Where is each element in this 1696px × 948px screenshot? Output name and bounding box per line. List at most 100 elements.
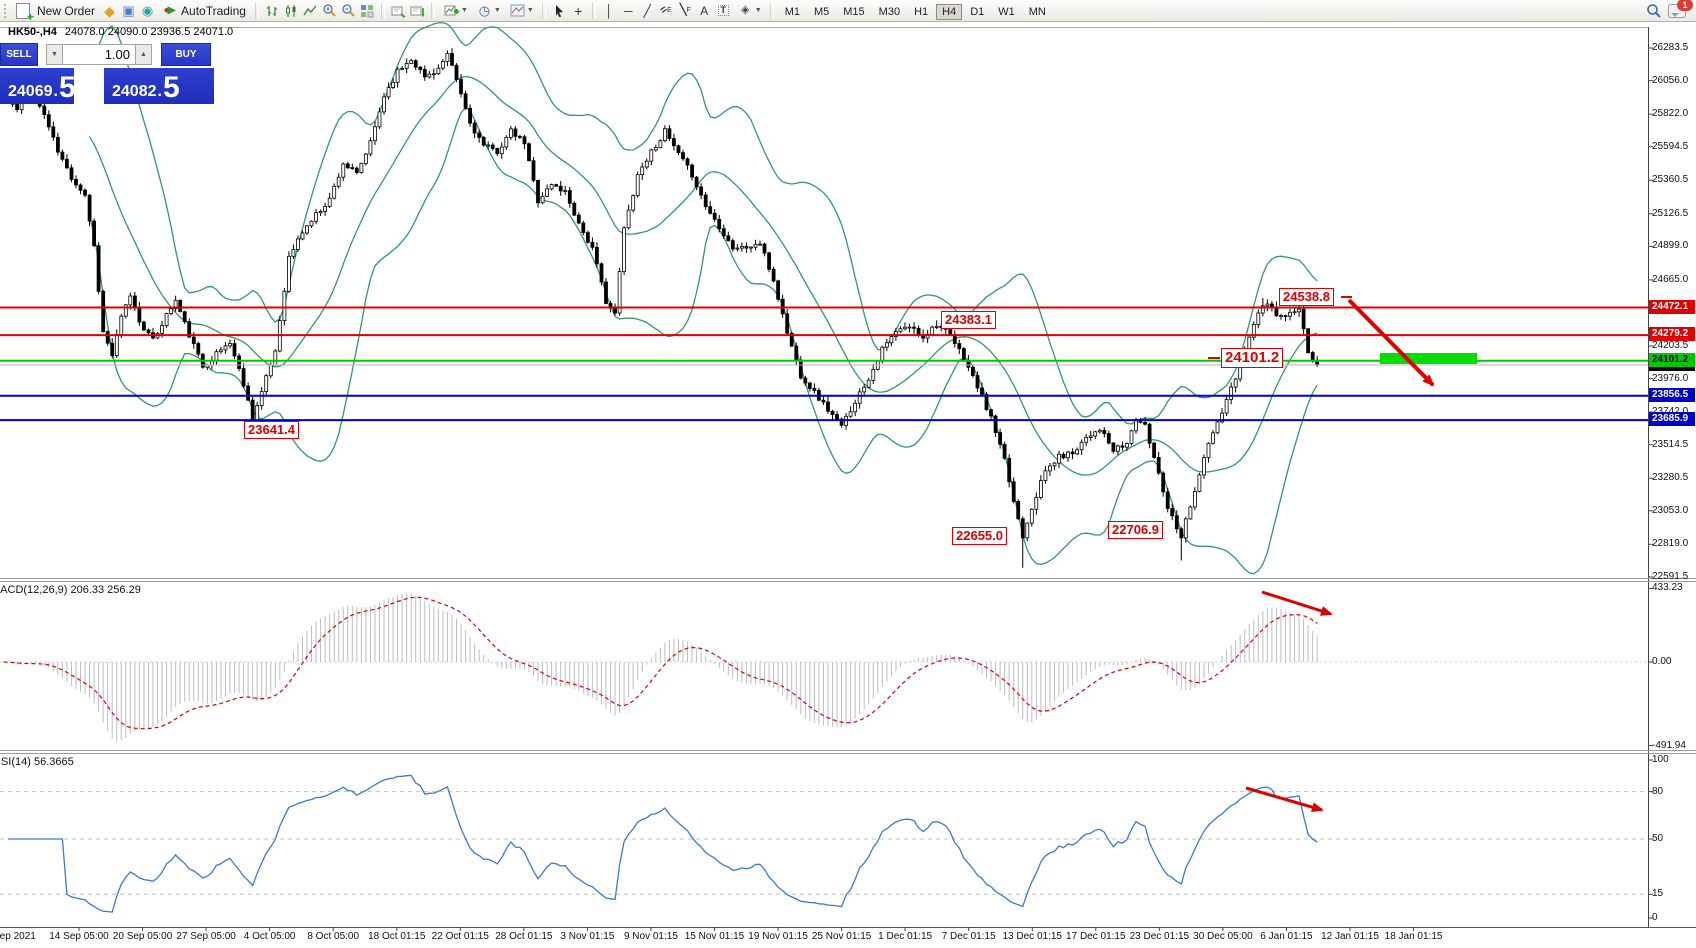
buy-price-dot: .: [157, 83, 162, 100]
notification-badge: 1: [1677, 0, 1693, 11]
line-chart-icon[interactable]: [302, 2, 319, 20]
price-annotation-22655.0[interactable]: 22655.0: [952, 527, 1007, 545]
timeframe-button-h1[interactable]: H1: [908, 4, 934, 20]
highlight-bar[interactable]: [1380, 353, 1477, 364]
price-axis-label: 25360.5: [1652, 174, 1689, 186]
indicators-button[interactable]: ▼: [439, 1, 472, 21]
chart-ohlc-values: 24078.0 24090.0 23936.5 24071.0: [64, 26, 234, 38]
horizontal-line-icon[interactable]: ─: [624, 3, 633, 18]
macd-histogram: [7, 593, 1318, 742]
new-order-button[interactable]: + New Order: [13, 1, 100, 23]
bollinger-upper-band: [89, 21, 1318, 425]
fibonacci-icon[interactable]: ╲ F: [679, 4, 691, 16]
periods-button[interactable]: ◷ ▼: [472, 1, 505, 21]
time-axis-label: 19 Nov 01:15: [748, 931, 808, 942]
price-axis-box-23685.9: 23685.9: [1649, 412, 1695, 427]
timeframe-button-m30[interactable]: M30: [873, 4, 906, 20]
sell-button[interactable]: SELL: [0, 43, 38, 66]
time-axis-label: 12 Jan 01:15: [1321, 931, 1379, 942]
text-label-icon[interactable]: T: [715, 2, 732, 20]
dropdown-caret: ▼: [526, 7, 534, 14]
price-axis-label: 25594.5: [1652, 140, 1689, 152]
price-axis-label: 23514.5: [1652, 438, 1689, 450]
channel-icon[interactable]: = E: [657, 3, 672, 17]
price-axis-label: 23280.5: [1652, 472, 1689, 484]
text-icon[interactable]: A: [700, 3, 709, 18]
trendline-icon[interactable]: ╱: [643, 3, 651, 18]
signals-icon[interactable]: ◉: [141, 3, 154, 18]
price-axis-label: 23742.0: [1652, 406, 1696, 417]
macd-axis-label: 0.00: [1652, 656, 1672, 667]
sell-price-dot: .: [53, 83, 58, 100]
buy-button[interactable]: BUY: [161, 43, 211, 66]
toolbar-grip: [4, 3, 9, 18]
price-annotation-24383.1[interactable]: 24383.1: [941, 311, 996, 329]
shapes-icon: ◈: [741, 4, 750, 16]
autotrading-button[interactable]: ● ▶ AutoTrading: [157, 1, 251, 21]
trend-arrow[interactable]: [1261, 590, 1333, 616]
time-axis-label: 1 Dec 01:15: [878, 931, 933, 942]
price-axis-box-24472.1: 24472.1: [1649, 299, 1695, 314]
autotrading-icon: ● ▶: [163, 4, 176, 16]
zoom-in-icon[interactable]: [321, 2, 338, 20]
timeframe-button-h4[interactable]: H4: [936, 3, 963, 20]
vertical-line-icon[interactable]: │: [605, 3, 614, 18]
crosshair-icon[interactable]: +: [574, 2, 583, 19]
price-axis-box-24101.2: 24101.2: [1649, 352, 1695, 367]
timeframe-button-m1[interactable]: M1: [779, 4, 806, 20]
timeframe-button-w1[interactable]: W1: [992, 4, 1021, 20]
volume-decrease-button[interactable]: ▼: [46, 44, 63, 65]
time-axis-label: 7 Dec 01:15: [941, 931, 996, 942]
time-axis-label: 30 Dec 05:00: [1193, 931, 1253, 942]
price-axis-label: 24665.0: [1652, 273, 1689, 285]
toolbar-separator: [591, 2, 596, 19]
periods-clock-icon: ◷: [478, 3, 491, 18]
candlestick-chart-icon[interactable]: [283, 2, 300, 20]
time-axis-label: 15 Nov 01:15: [684, 931, 745, 942]
horizontal-level-lines[interactable]: [0, 306, 1648, 422]
price-annotation-23641.4[interactable]: 23641.4: [244, 421, 299, 439]
cursor-icon[interactable]: [551, 2, 568, 20]
templates-button[interactable]: ▼: [505, 1, 538, 21]
tile-windows-icon[interactable]: [359, 2, 376, 20]
bar-chart-icon[interactable]: [264, 2, 281, 20]
timeframe-button-m5[interactable]: M5: [808, 4, 835, 20]
new-order-icon: +: [16, 2, 34, 23]
notifications-icon[interactable]: 1: [1668, 0, 1693, 18]
price-axis-label: 23053.0: [1652, 504, 1689, 516]
sell-price[interactable]: 24069. 5: [0, 68, 76, 104]
buy-price-big-digit: 5: [162, 71, 180, 104]
time-axis-label: 18 Oct 01:15: [368, 931, 426, 942]
dropdown-caret: ▼: [754, 7, 762, 14]
price-axis-label: 25126.5: [1652, 207, 1689, 219]
macd-axis-label: -491.94: [1652, 739, 1686, 751]
zoom-out-icon[interactable]: [340, 2, 357, 20]
terminal-icon[interactable]: ▣: [122, 3, 135, 18]
search-icon[interactable]: [1645, 2, 1662, 20]
autotrading-label: AutoTrading: [181, 3, 246, 18]
price-annotation-24101.2[interactable]: 24101.2: [1221, 348, 1284, 368]
timeframe-button-mn[interactable]: MN: [1023, 4, 1052, 20]
buy-price[interactable]: 24082. 5: [104, 68, 214, 104]
dropdown-caret: ▼: [493, 7, 501, 14]
timeframe-button-d1[interactable]: D1: [964, 4, 990, 20]
arrange-windows-icon[interactable]: [390, 2, 407, 20]
chart-symbol-period: HK50-,H4: [8, 26, 57, 38]
volume-increase-button[interactable]: ▲: [135, 44, 152, 65]
trend-arrow[interactable]: [1245, 786, 1324, 813]
trend-arrow[interactable]: [1347, 298, 1435, 387]
price-axis-label: 26283.5: [1652, 42, 1689, 53]
toolbar-separator: [769, 2, 774, 19]
rsi-axis-label: 50: [1652, 833, 1664, 844]
price-axis-box-24279.2: 24279.2: [1649, 327, 1695, 342]
timeframe-button-m15[interactable]: M15: [837, 4, 870, 20]
shapes-button[interactable]: ◈ ▼: [733, 1, 766, 21]
volume-input[interactable]: 1.00: [63, 44, 135, 65]
price-annotation-22706.9[interactable]: 22706.9: [1108, 521, 1163, 539]
time-axis-label: 13 Dec 01:15: [1002, 931, 1063, 942]
cascade-windows-icon[interactable]: [409, 2, 426, 20]
metaeditor-icon[interactable]: ◆: [104, 2, 115, 19]
price-annotation-24538.8[interactable]: 24538.8: [1279, 288, 1334, 306]
time-axis-label: 27 Sep 05:00: [176, 931, 236, 942]
